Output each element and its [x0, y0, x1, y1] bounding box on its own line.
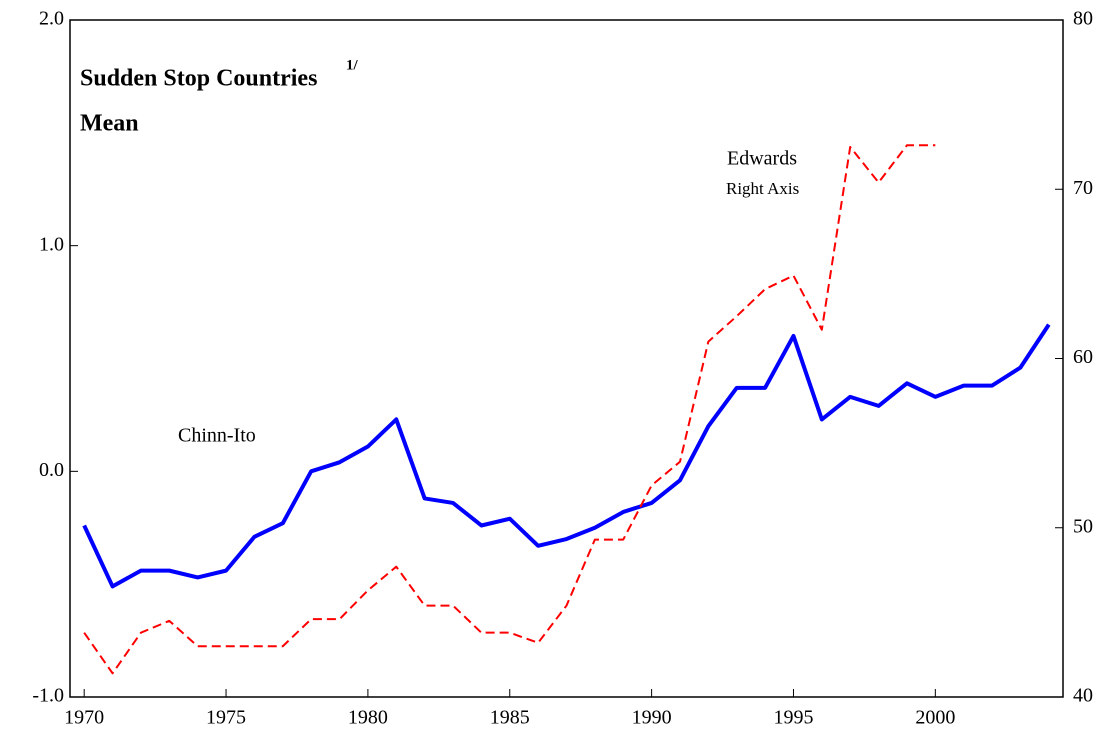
title-note: 1/ — [346, 57, 359, 73]
y2-tick-label: 50 — [1073, 515, 1093, 537]
x-tick-label: 1990 — [632, 707, 672, 729]
y2-tick-label: 80 — [1073, 8, 1093, 30]
y-tick-label: 2.0 — [39, 8, 64, 30]
series-line — [82, 323, 1051, 589]
x-tick-label: 1970 — [64, 707, 104, 729]
annotation: Edwards — [727, 148, 797, 170]
y2-tick-label: 60 — [1073, 346, 1093, 368]
plot-frame — [69, 19, 1064, 698]
x-tick-label: 1985 — [490, 707, 530, 729]
x-tick-label: 1995 — [773, 707, 813, 729]
annotation: Chinn-Ito — [178, 425, 256, 447]
series-line — [83, 144, 936, 675]
annotation: Right Axis — [726, 179, 799, 198]
chart-subtitle: Mean — [80, 111, 139, 137]
y-tick-label: -1.0 — [32, 685, 64, 707]
y-tick-label: 1.0 — [39, 233, 64, 255]
chart-title: Sudden Stop Countries — [80, 66, 317, 92]
x-tick-label: 1975 — [206, 707, 246, 729]
x-tick-label: 2000 — [915, 707, 955, 729]
y2-tick-label: 40 — [1073, 685, 1093, 707]
x-tick-label: 1980 — [348, 707, 388, 729]
y-tick-label: 0.0 — [39, 459, 64, 481]
y2-tick-label: 70 — [1073, 177, 1093, 199]
